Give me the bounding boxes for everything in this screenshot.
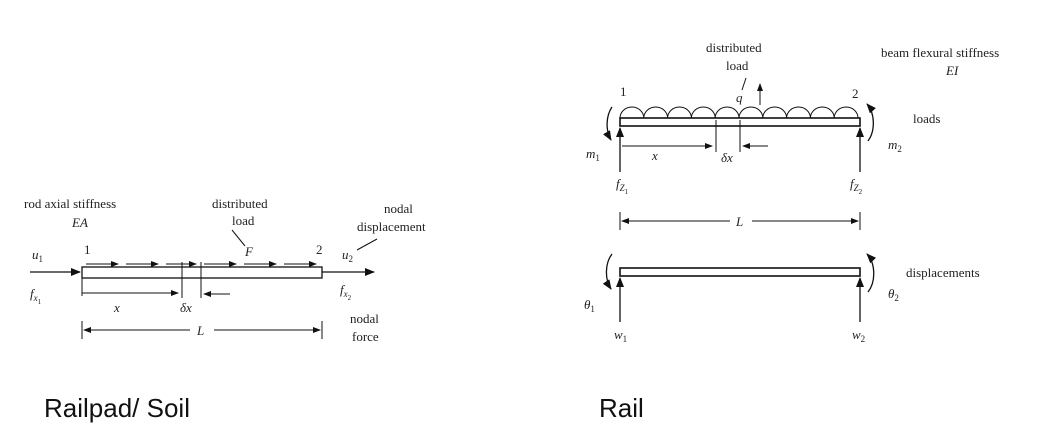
rod-nodal-force-label-2: force — [352, 329, 379, 344]
beam-L-label: L — [735, 214, 743, 229]
beam-theta1-label: θ1 — [584, 297, 595, 314]
rod-caption: Railpad/ Soil — [44, 393, 190, 423]
rod-load-label: load — [232, 213, 255, 228]
beam-m2-moment-arrow — [866, 103, 876, 142]
rod-nodal-disp-label-1: nodal — [384, 201, 413, 216]
rod-stiffness-symbol: EA — [71, 215, 88, 230]
rod-nodal-disp-label-2: displacement — [357, 219, 426, 234]
rod-L-label: L — [196, 323, 204, 338]
beam-stiffness-label: beam flexural stiffness — [881, 45, 999, 60]
beam-caption: Rail — [599, 393, 644, 423]
rod-x-label: x — [113, 300, 120, 315]
rod-node-2: 2 — [316, 242, 323, 257]
beam-m1-label: m1 — [586, 146, 600, 163]
beam-m2-label: m2 — [888, 137, 902, 154]
beam-fz1-label: fZ1 — [616, 176, 629, 196]
beam-load-label: load — [726, 58, 749, 73]
rod-nodal-force-label-1: nodal — [350, 311, 379, 326]
rod-fx1-label: fx1 — [30, 286, 42, 306]
rod-distributed-label: distributed — [212, 196, 268, 211]
rod-u1-label: u1 — [32, 247, 43, 264]
beam-displacements-label: displacements — [906, 265, 980, 280]
beam-x-label: x — [651, 148, 658, 163]
beam-stiffness-symbol: EI — [945, 63, 959, 78]
beam-body-displacements — [619, 267, 861, 277]
beam-theta1-arrow — [602, 253, 613, 290]
beam-theta2-label: θ2 — [888, 286, 899, 303]
rod-body — [81, 266, 323, 279]
rod-fx2-label: fx2 — [340, 282, 352, 302]
beam-q-label: q — [736, 90, 743, 105]
beam-fz2-label: fZ2 — [850, 176, 863, 196]
beam-dx-label: δx — [721, 150, 733, 165]
rod-disp-leader — [356, 238, 378, 251]
rod-stiffness-label: rod axial stiffness — [24, 196, 116, 211]
rod-dx-label: δx — [180, 300, 192, 315]
beam-theta2-arrow — [866, 253, 877, 293]
beam-loads-label: loads — [913, 111, 940, 126]
beam-m1-moment-arrow — [603, 106, 613, 141]
beam-w1-label: w1 — [614, 327, 627, 344]
beam-diagram: distributed load q beam flexural stiffne… — [584, 40, 999, 344]
beam-node-2: 2 — [852, 86, 859, 101]
beam-distributed-load-humps — [619, 106, 859, 119]
rod-node-1: 1 — [84, 242, 91, 257]
beam-q-leader — [741, 77, 747, 91]
rod-u2-label: u2 — [342, 247, 353, 264]
rod-diagram: rod axial stiffness EA distributed load … — [24, 196, 426, 344]
beam-distributed-label: distributed — [706, 40, 762, 55]
rod-force-F: F — [244, 244, 254, 259]
beam-w2-label: w2 — [852, 327, 865, 344]
beam-node-1: 1 — [620, 84, 627, 99]
rod-load-leader — [231, 229, 246, 247]
